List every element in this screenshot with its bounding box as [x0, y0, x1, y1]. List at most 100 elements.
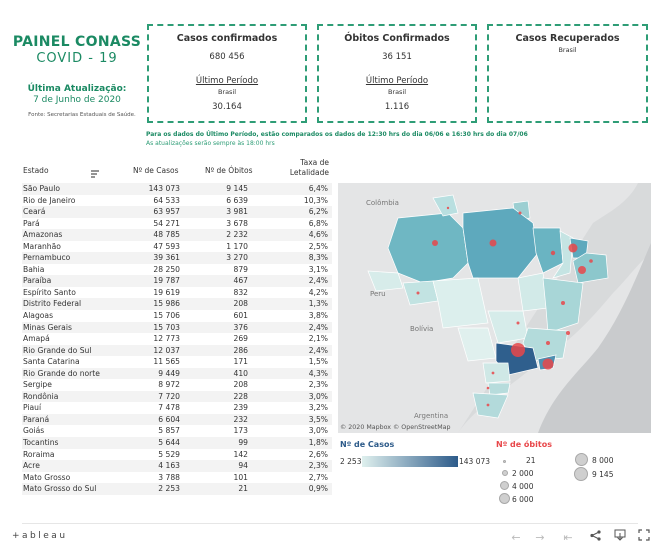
sort-icon[interactable] [90, 164, 100, 178]
bubble-pr [491, 371, 495, 375]
table-row[interactable]: Rio de Janeiro 64 533 6 639 10,3% [22, 195, 332, 207]
share-icon[interactable] [586, 529, 604, 547]
table-row[interactable]: Mato Grosso 3 788 101 2,7% [22, 472, 332, 484]
table-row[interactable]: Goiás 5 857 173 3,0% [22, 425, 332, 437]
cases-cell: 48 785 [153, 230, 180, 240]
table-row[interactable]: Pará 54 271 3 678 6,8% [22, 218, 332, 230]
brazil-map[interactable]: Colômbia Peru Bolívia Argentina [338, 183, 651, 433]
cases-cell: 15 986 [153, 299, 180, 309]
table-row[interactable]: Espírito Santo 19 619 832 4,2% [22, 287, 332, 299]
label-colombia: Colômbia [366, 199, 399, 207]
size-legend-8000: 8 000 [592, 456, 614, 465]
cases-cell: 9 449 [158, 368, 180, 378]
lethality-cell: 3,2% [308, 403, 328, 413]
deaths-region: Brasil [387, 88, 407, 96]
recovered-title: Casos Recuperados [515, 33, 620, 44]
table-row[interactable]: Alagoas 15 706 601 3,8% [22, 310, 332, 322]
cases-cell: 3 788 [158, 472, 180, 482]
data-source: Fonte: Secretarias Estaduais de Saúde. [28, 112, 136, 118]
lethality-cell: 3,0% [308, 391, 328, 401]
state-cell: Roraima [23, 449, 55, 459]
state-cell: Pernambuco [23, 253, 71, 263]
size-legend-circle [500, 481, 509, 490]
size-legend-9145: 9 145 [592, 470, 614, 479]
table-row[interactable]: Ceará 63 957 3 981 6,2% [22, 206, 332, 218]
size-legend-6000: 6 000 [512, 495, 534, 504]
bubble-pe [578, 266, 586, 274]
deaths-cell: 171 [233, 357, 249, 367]
table-row[interactable]: Rondônia 7 720 228 3,0% [22, 390, 332, 403]
lethality-cell: 2,7% [308, 472, 328, 482]
table-row[interactable]: Paraná 6 604 232 3,5% [22, 413, 332, 426]
table-row[interactable]: Paraíba 19 787 467 2,4% [22, 275, 332, 287]
period-note: Para os dados do Último Período, estão c… [146, 131, 528, 138]
bubble-ce [568, 243, 578, 253]
cases-cell: 6 604 [158, 414, 180, 424]
lethality-cell: 2,4% [308, 322, 328, 332]
lethality-cell: 2,4% [308, 276, 328, 286]
deaths-cell: 101 [233, 472, 249, 482]
lethality-cell: 2,6% [308, 449, 328, 459]
table-row[interactable]: Distrito Federal 15 986 208 1,3% [22, 298, 332, 311]
header-deaths[interactable]: Nº de Óbitos [205, 166, 253, 175]
size-legend-circle [502, 470, 508, 476]
confirmed-period-label: Último Período [195, 76, 259, 86]
cases-cell: 39 361 [153, 253, 180, 263]
dashboard-title: PAINEL CONASS [12, 34, 142, 50]
header-cases[interactable]: Nº de Casos [133, 166, 179, 175]
tableau-logo[interactable]: +ableau [12, 531, 68, 541]
tableau-logo-text: +ableau [12, 531, 68, 541]
undo-icon[interactable]: ← [511, 531, 521, 544]
lethality-cell: 2,4% [308, 345, 328, 355]
state-cell: Tocantins [23, 438, 59, 448]
cases-cell: 28 250 [153, 264, 180, 274]
lethality-cell: 6,2% [308, 207, 328, 217]
table-row[interactable]: Tocantins 5 644 99 1,8% [22, 437, 332, 449]
state-cell: Amazonas [23, 230, 63, 240]
bubble-am [432, 240, 438, 246]
deaths-cell: 3 678 [226, 218, 248, 228]
table-row[interactable]: Piauí 7 478 239 3,2% [22, 402, 332, 414]
revert-icon[interactable]: ⇤ [563, 531, 573, 544]
deaths-cell: 832 [233, 287, 249, 297]
deaths-legend-title: Nº de óbitos [496, 440, 552, 449]
lethality-cell: 3,5% [308, 414, 328, 424]
table-row[interactable]: Mato Grosso do Sul 2 253 21 0,9% [22, 483, 332, 495]
table-row[interactable]: São Paulo 143 073 9 145 6,4% [22, 183, 332, 195]
deaths-cell: 467 [233, 276, 249, 286]
lethality-cell: 6,4% [308, 184, 328, 193]
table-row[interactable]: Rio Grande do norte 9 449 410 4,3% [22, 367, 332, 380]
table-row[interactable]: Amapá 12 773 269 2,1% [22, 333, 332, 345]
table-row[interactable]: Acre 4 163 94 2,3% [22, 460, 332, 472]
cases-cell: 47 593 [153, 241, 180, 251]
table-row[interactable]: Bahia 28 250 879 3,1% [22, 264, 332, 276]
table-row[interactable]: Maranhão 47 593 1 170 2,5% [22, 241, 332, 253]
fullscreen-icon[interactable] [635, 529, 653, 547]
deaths-total: 36 151 [382, 52, 412, 62]
cases-cell: 7 720 [158, 391, 180, 401]
deaths-cell: 410 [233, 368, 249, 378]
cases-cell: 8 972 [158, 380, 180, 390]
bubble-df [516, 321, 520, 325]
table-row[interactable]: Amazonas 48 785 2 232 4,6% [22, 229, 332, 241]
cases-cell: 19 619 [153, 287, 180, 297]
table-row[interactable]: Santa Catarina 11 565 171 1,5% [22, 356, 332, 368]
lethality-cell: 3,8% [308, 311, 328, 321]
table-row[interactable]: Roraima 5 529 142 2,6% [22, 449, 332, 461]
table-row[interactable]: Rio Grande do Sul 12 037 286 2,4% [22, 344, 332, 357]
bubble-es [566, 331, 570, 335]
download-icon[interactable] [611, 529, 629, 547]
table-row[interactable]: Sergipe 8 972 208 2,3% [22, 379, 332, 391]
cases-cell: 5 644 [158, 438, 180, 448]
header-lethality[interactable]: Taxa de Letalidade [283, 158, 329, 178]
table-row[interactable]: Pernambuco 39 361 3 270 8,3% [22, 252, 332, 264]
state-cell: Santa Catarina [23, 357, 80, 367]
size-legend-21: 21 [526, 456, 536, 465]
map-credit: © 2020 Mapbox © OpenStreetMap [340, 424, 451, 431]
table-row[interactable]: Minas Gerais 15 703 376 2,4% [22, 321, 332, 334]
redo-icon[interactable]: → [535, 531, 545, 544]
state-cell: Mato Grosso do Sul [23, 484, 97, 494]
label-argentina: Argentina [414, 412, 448, 420]
label-peru: Peru [370, 290, 386, 298]
header-state[interactable]: Estado [23, 166, 49, 175]
